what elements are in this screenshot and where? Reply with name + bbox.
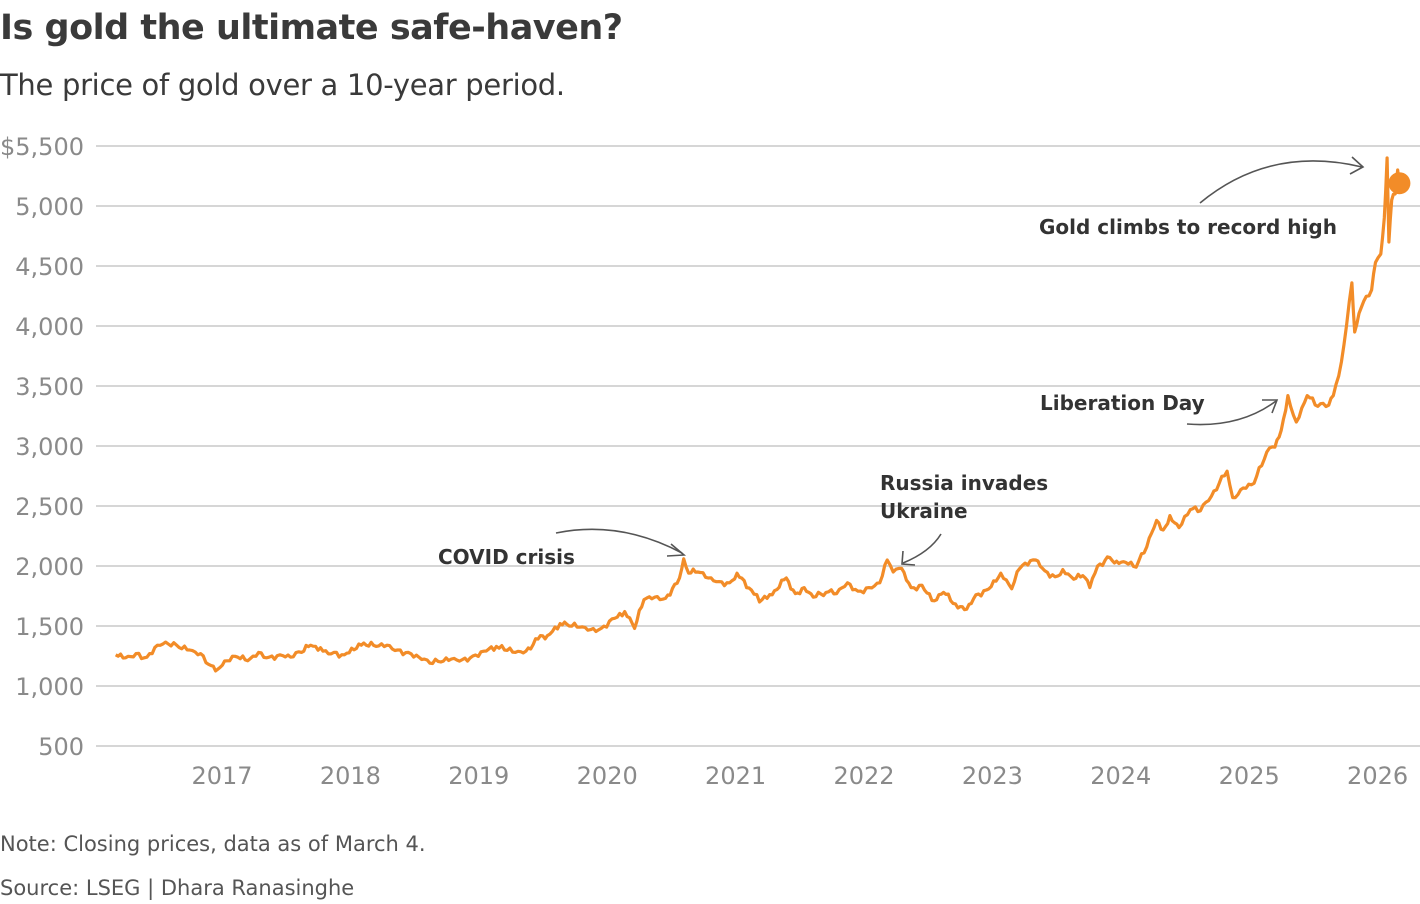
chart-subtitle: The price of gold over a 10-year period. [0, 68, 565, 102]
covid-arrowhead-icon [666, 543, 687, 557]
y-tick-label: 3,000 [15, 433, 84, 461]
x-tick-label: 2023 [962, 762, 1023, 790]
x-axis: 2017 2018 2019 2020 2021 2022 2023 2024 2025 2026 [191, 762, 1408, 790]
record-high-arrowhead-icon [1349, 156, 1365, 175]
y-tick-label: 3,500 [15, 373, 84, 401]
x-tick-label: 2017 [191, 762, 252, 790]
x-tick-label: 2019 [448, 762, 509, 790]
annotation-ukraine-line1: Russia invades [880, 471, 1048, 495]
annotation-liberation-day: Liberation Day [1040, 391, 1205, 415]
x-tick-label: 2020 [577, 762, 638, 790]
last-point-marker [1388, 172, 1411, 195]
chart-title: Is gold the ultimate safe-haven? [0, 8, 623, 48]
y-tick-label: 4,500 [15, 253, 84, 281]
annotation-ukraine-line2: Ukraine [880, 499, 968, 523]
chart-source: Source: LSEG | Dhara Ranasinghe [0, 876, 355, 900]
gold-price-line [114, 156, 1401, 673]
y-tick-label: 1,000 [15, 673, 84, 701]
x-tick-label: 2024 [1090, 762, 1151, 790]
y-tick-label: 5,000 [15, 193, 84, 221]
annotation-covid: COVID crisis [438, 545, 575, 569]
ukraine-arrow [902, 533, 942, 564]
y-tick-label: 2,000 [15, 553, 84, 581]
liberation-arrow [1186, 400, 1277, 426]
gridlines [96, 145, 1420, 747]
y-tick-label: 2,500 [15, 493, 84, 521]
covid-arrow [555, 528, 683, 554]
x-tick-label: 2018 [320, 762, 381, 790]
x-tick-label: 2021 [705, 762, 766, 790]
y-tick-label: $5,500 [0, 133, 84, 161]
y-tick-label: 4,000 [15, 313, 84, 341]
record-high-arrow [1199, 160, 1363, 204]
y-tick-label: 1,500 [15, 613, 84, 641]
x-tick-label: 2022 [833, 762, 894, 790]
annotation-record-high: Gold climbs to record high [1039, 215, 1337, 239]
y-tick-label: 500 [38, 733, 84, 761]
ukraine-arrowhead-icon [901, 550, 916, 566]
x-tick-label: 2025 [1219, 762, 1280, 790]
annotations: COVID crisis Russia invades Ukraine Libe… [438, 156, 1365, 569]
chart-note: Note: Closing prices, data as of March 4… [0, 832, 426, 856]
liberation-arrowhead-icon [1262, 399, 1279, 414]
y-axis: $5,500 5,000 4,500 4,000 3,500 3,000 2,500 2,00… [0, 133, 84, 761]
x-tick-label: 2026 [1347, 762, 1408, 790]
